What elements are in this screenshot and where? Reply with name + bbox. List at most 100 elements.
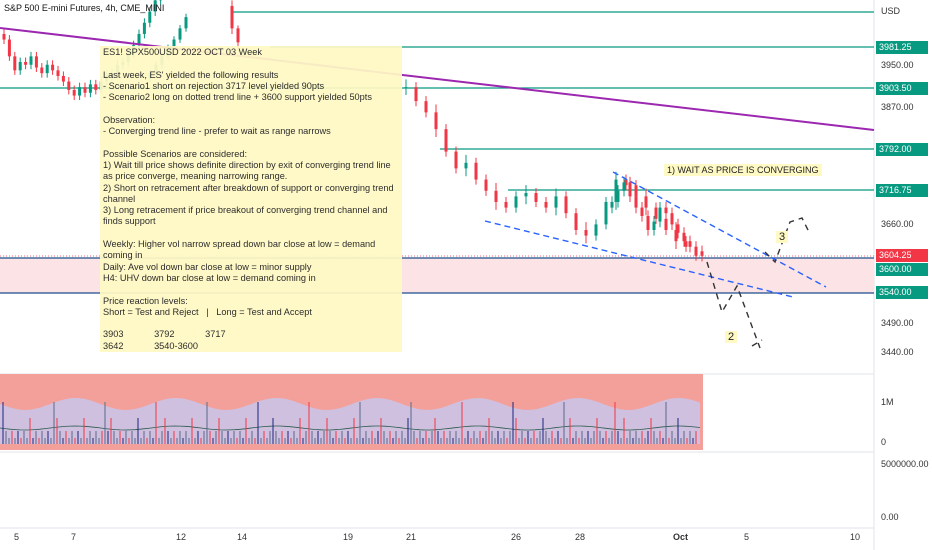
time-tick: 10 <box>850 532 861 542</box>
note-line: 3) Long retracement if price breakout of… <box>103 205 388 216</box>
candle-body <box>474 162 478 180</box>
note-line: 3642 3540-3600 <box>103 340 199 351</box>
level-tag-3600: 3600.00 <box>876 263 928 276</box>
level-tag-3540: 3540.00 <box>876 286 928 299</box>
candle-body <box>414 87 418 102</box>
candle-body <box>676 224 680 233</box>
time-tick: 5 <box>744 532 750 542</box>
candle-body <box>88 84 92 93</box>
time-tick: 14 <box>237 532 248 542</box>
volume-average-line <box>0 425 701 431</box>
candle-body <box>610 201 614 208</box>
note-line <box>103 58 399 69</box>
candle-body <box>644 196 648 208</box>
candle-body <box>670 213 674 225</box>
candle-body <box>674 229 678 242</box>
candle-body <box>514 196 518 208</box>
note-line: as price converge, meaning narrowing ran… <box>103 171 288 182</box>
candle-body <box>658 207 662 222</box>
note-line <box>103 318 399 329</box>
candle-body <box>652 221 656 230</box>
candle-body <box>83 87 87 93</box>
note-line: Weekly: Higher vol narrow spread down ba… <box>103 239 378 261</box>
time-tick: 21 <box>406 532 417 542</box>
candle-body <box>454 151 458 169</box>
note-line <box>103 137 399 148</box>
candle-body <box>34 56 38 68</box>
note-line <box>103 284 399 295</box>
candle-body <box>604 201 608 225</box>
lower-tick: 5000000.00 <box>881 459 929 469</box>
note-line: H4: UHV down bar close at low = demand c… <box>103 272 316 283</box>
note-line: 1) Wait till price shows definite direct… <box>103 159 391 170</box>
price-tick: 3490.00 <box>881 318 914 328</box>
candle-body <box>682 232 686 242</box>
note-line: Price reaction levels: <box>103 295 188 306</box>
candle-body <box>230 5 234 29</box>
candle-body <box>624 179 628 186</box>
candle-body <box>142 22 146 34</box>
candle-body <box>694 246 698 252</box>
candle-body <box>584 229 588 236</box>
note-line <box>103 228 399 239</box>
level-tag-3981: 3981.25 <box>876 41 928 54</box>
candle-body <box>13 56 17 71</box>
price-tick: 3440.00 <box>881 347 914 357</box>
candle-body <box>614 179 618 202</box>
time-tick: 7 <box>71 532 77 542</box>
candle-body <box>424 101 428 113</box>
candle-body <box>574 213 578 230</box>
candle-body <box>40 67 44 74</box>
candle-body <box>504 201 508 208</box>
candle-body <box>634 196 638 208</box>
note-line: finds support <box>103 216 156 227</box>
level-tag-3716: 3716.75 <box>876 184 928 197</box>
converging-channel <box>484 171 827 298</box>
candle-body <box>664 218 668 230</box>
candle-body <box>524 193 528 197</box>
time-tick: 28 <box>575 532 586 542</box>
candle-body <box>56 70 60 76</box>
candle-body <box>434 112 438 130</box>
wave-label-2: 2 <box>725 331 738 343</box>
note-line: Short = Test and Reject | Long = Test an… <box>103 306 312 317</box>
candle-body <box>184 17 188 29</box>
candle-body <box>464 162 468 169</box>
wave-label-3: 3 <box>776 231 789 243</box>
candle-body <box>137 33 141 46</box>
volume-tick: 0 <box>881 437 887 447</box>
note-line: - Scenario2 long on dotted trend line + … <box>103 92 372 103</box>
candle-body <box>640 207 644 216</box>
candle-body <box>78 87 82 96</box>
candle-body <box>148 11 152 23</box>
candle-body <box>594 224 598 236</box>
note-line <box>103 103 399 114</box>
candle-body <box>24 61 28 65</box>
analysis-note: ES1! SPX500USD 2022 OCT 03 Week Last week… <box>100 46 402 352</box>
volume-band <box>0 398 700 444</box>
note-line: Daily: Ave vol down bar close at low = m… <box>103 261 312 272</box>
time-tick: 5 <box>14 532 20 542</box>
note-line: Last week, ES' yielded the following res… <box>103 69 279 80</box>
candle-body <box>404 87 408 89</box>
candle-body <box>554 196 558 208</box>
candle-body <box>172 39 176 48</box>
price-tick: 3950.00 <box>881 60 914 70</box>
candle-body <box>51 64 55 71</box>
candle-body <box>67 81 71 90</box>
candle-body <box>484 179 488 191</box>
time-tick: Oct <box>673 532 689 542</box>
candle-body <box>684 241 688 247</box>
volume-tick: 1M <box>881 397 894 407</box>
candle-body <box>628 182 632 197</box>
note-line: Observation: <box>103 114 156 125</box>
symbol-title: S&P 500 E-mini Futures, 4h, CME_MINI <box>4 3 165 13</box>
volume-bars <box>2 402 697 444</box>
candle-body <box>178 28 182 40</box>
candle-body <box>94 84 98 90</box>
note-line: - Scenario1 short on rejection 3717 leve… <box>103 80 325 91</box>
note-line: ES1! SPX500USD 2022 OCT 03 Week <box>103 47 262 57</box>
candle-body <box>544 201 548 208</box>
note-line: 3903 3792 3717 <box>103 329 226 340</box>
